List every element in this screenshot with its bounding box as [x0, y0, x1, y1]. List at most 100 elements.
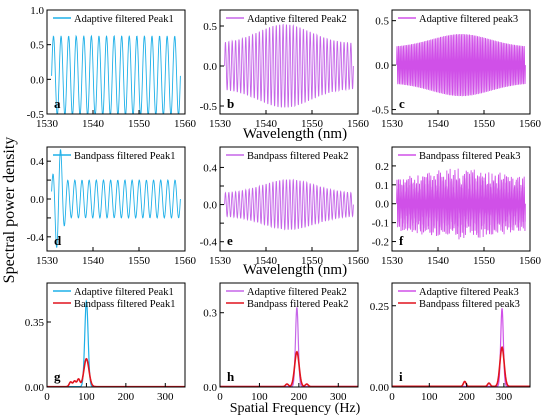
panel-h: 0 100 200 300 0.0 0.3 h Adaptive filtered Peak2… [203, 282, 359, 403]
y-tick-label: -0.2 [372, 237, 389, 249]
panel-d: 1530 1540 1550 1560 -0.4 0.0 0.4 d Bandpass filt… [27, 146, 197, 267]
shared-ylabel: Spectral power density [1, 137, 18, 284]
series-line-1 [51, 34, 181, 114]
x-tick-label: 1550 [301, 118, 324, 130]
y-tick-label: 0.5 [203, 21, 217, 33]
series-line-5 [224, 178, 354, 231]
y-tick-label: -0.5 [200, 101, 218, 113]
x-tick-label: 100 [78, 391, 95, 403]
y-tick-label: 0.2 [375, 161, 389, 173]
x-tick-label: 1560 [174, 118, 197, 130]
series-line-1 [392, 308, 530, 387]
x-tick-label: 0 [389, 391, 395, 403]
plot-area [224, 178, 354, 231]
legend-label: Adaptive filtered Peak1 [74, 14, 174, 25]
y-tick-label: 0.0 [375, 60, 389, 72]
x-tick-label: 1530 [381, 255, 404, 267]
panel-letter: f [399, 233, 404, 248]
panel-i: 0 100 200 300 0.00 0.25 i Adaptive filtered Pea… [370, 282, 531, 403]
legend-label: Bandpass filtered Peak1 [74, 151, 175, 162]
x-tick-label: 1540 [82, 118, 105, 130]
panel-letter: e [227, 233, 233, 248]
legend-label: Bandpass filtered Peak2 [247, 299, 348, 310]
plot-frame [391, 282, 531, 388]
x-tick-label: 1540 [427, 118, 450, 130]
panel-letter: b [227, 96, 234, 111]
legend-label: Bandpass filtered Peak2 [247, 151, 348, 162]
panel-g: 0 100 200 300 0.00 0.35 g Adaptive filtered Pea… [25, 282, 186, 403]
plot-area [396, 168, 526, 240]
panel-a: 1530 1540 1550 1560 -0.5 0.0 0.5 1.0 a Adaptive f… [27, 5, 197, 130]
series-line-3 [396, 34, 526, 97]
y-tick-label: 0.0 [375, 199, 389, 211]
plot-frame [46, 9, 186, 115]
y-tick-label: 0.25 [370, 301, 390, 313]
plot-frame [219, 146, 359, 252]
y-tick-label: 0.00 [370, 382, 390, 394]
legend-label: Bandpass filtered Peak3 [419, 151, 520, 162]
x-tick-label: 1560 [174, 255, 197, 267]
x-tick-label: 1550 [128, 118, 151, 130]
x-tick-label: 200 [291, 391, 308, 403]
series-line-6 [396, 168, 526, 240]
series-line-4 [51, 149, 181, 248]
x-tick-label: 100 [251, 391, 268, 403]
row-xlabel-2: Wavelength (nm) [243, 262, 347, 278]
x-tick-label: 200 [458, 391, 475, 403]
y-tick-label: 0.1 [375, 180, 389, 192]
plot-area [224, 23, 354, 108]
panel-f: 1530 1540 1550 1560 -0.2 -0.1 0.0 0.1 0.2 f Bandpa… [372, 146, 542, 267]
panel-letter: h [227, 369, 235, 384]
panel-e: 1530 1540 1550 1560 -0.4 0.0 0.4 e Bandpass filt… [200, 146, 370, 267]
panel-c: 1530 1540 1550 1560 -0.5 0.0 0.5 c Adaptive filt… [372, 9, 542, 130]
plot-area [392, 308, 530, 387]
plot-frame [219, 282, 359, 388]
legend-label: Bandpass filtered peak3 [419, 299, 520, 310]
y-tick-label: 0.3 [203, 308, 217, 320]
x-tick-label: 300 [496, 391, 513, 403]
series-line-2 [47, 357, 185, 387]
plot-frame [391, 9, 531, 115]
series-line-2 [220, 350, 358, 387]
x-tick-label: 300 [157, 391, 174, 403]
panel-letter: c [399, 96, 405, 111]
x-tick-label: 300 [330, 391, 347, 403]
legend-label: Adaptive filtered Peak2 [247, 14, 347, 25]
row-xlabel-3: Spatial Frequency (Hz) [230, 401, 361, 416]
series-line-1 [47, 299, 185, 387]
x-tick-label: 1530 [209, 255, 232, 267]
plot-area [396, 34, 526, 97]
x-tick-label: 1540 [82, 255, 105, 267]
x-tick-label: 100 [421, 391, 438, 403]
y-tick-label: 0.5 [30, 40, 44, 52]
panel-letter: d [54, 233, 62, 248]
plot-area [51, 34, 181, 114]
legend-label: Adaptive filtered peak3 [419, 14, 518, 25]
plot-area [47, 299, 185, 387]
y-tick-label: -0.4 [27, 232, 45, 244]
series-line-2 [392, 345, 530, 387]
plot-frame [46, 282, 186, 388]
series-line-2 [224, 23, 354, 108]
x-tick-label: 1560 [347, 118, 370, 130]
x-tick-label: 1530 [209, 118, 232, 130]
y-tick-label: 0.35 [25, 317, 45, 329]
panel-letter: g [54, 369, 61, 384]
y-tick-label: 1.0 [30, 5, 44, 17]
y-tick-label: 0.0 [203, 61, 217, 73]
x-tick-label: 1550 [301, 255, 324, 267]
legend-label: Adaptive filtered Peak2 [247, 287, 347, 298]
y-tick-label: 0.0 [203, 382, 217, 394]
x-tick-label: 0 [217, 391, 223, 403]
x-tick-label: 1550 [473, 255, 496, 267]
y-tick-label: -0.4 [200, 237, 218, 249]
x-tick-label: 1560 [519, 255, 542, 267]
x-tick-label: 1530 [36, 255, 59, 267]
y-tick-label: -0.5 [27, 109, 45, 121]
plot-area [51, 149, 181, 248]
y-tick-label: 0.0 [30, 74, 44, 86]
plot-frame [219, 9, 359, 115]
y-tick-label: -0.1 [372, 218, 389, 230]
